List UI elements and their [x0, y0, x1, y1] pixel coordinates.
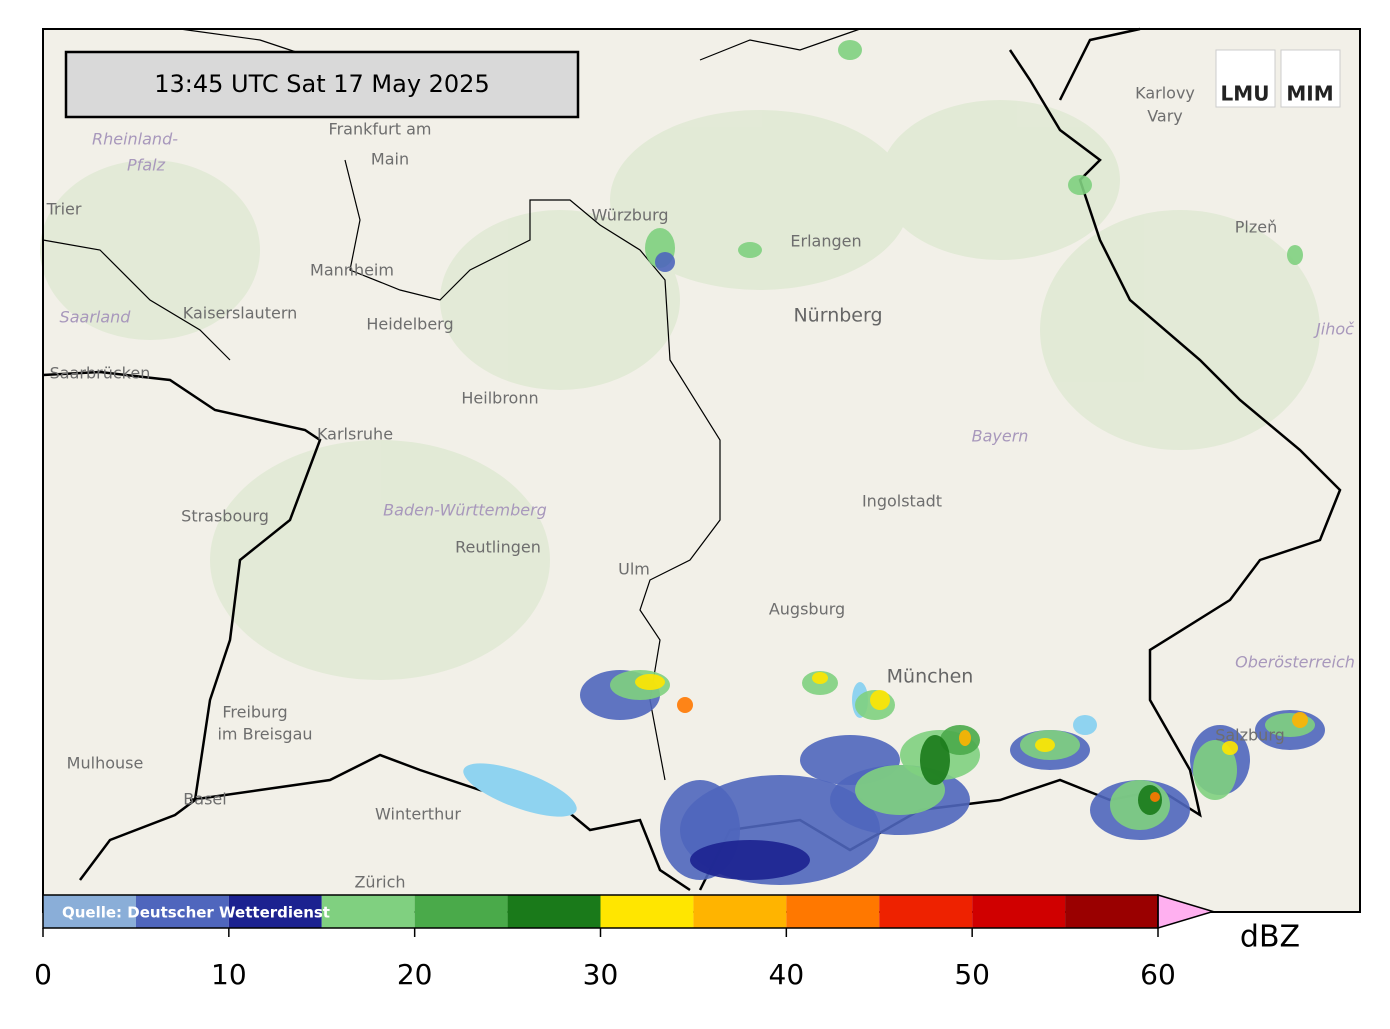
place-label: Heidelberg — [366, 315, 453, 334]
radar-echo — [690, 840, 810, 880]
place-label: Ulm — [618, 560, 650, 579]
radar-echoes — [580, 40, 1325, 885]
colorbar-segment — [228, 895, 322, 928]
tick-label: 20 — [397, 958, 433, 991]
place-label: Frankfurt am — [329, 120, 432, 139]
radar-echo — [1035, 738, 1055, 752]
place-label: Vary — [1147, 107, 1183, 126]
place-label: Rheinland- — [92, 130, 178, 149]
logo-box — [1280, 49, 1341, 108]
place-label: München — [887, 666, 974, 688]
colorbar-segment — [43, 895, 136, 928]
logo: MIM — [1286, 82, 1333, 106]
tick-label: 40 — [769, 958, 805, 991]
radar-echo — [1150, 792, 1160, 802]
place-label: Jihoč — [1313, 320, 1355, 339]
radar-echo — [855, 765, 945, 815]
place-label: Heilbronn — [461, 389, 538, 408]
place-label: Mannheim — [310, 261, 394, 280]
radar-echo — [738, 242, 762, 258]
tick-label: 60 — [1140, 958, 1176, 991]
colorbar-segment — [507, 895, 601, 928]
timestamp-box — [64, 50, 580, 119]
radar-echo — [1222, 741, 1238, 755]
place-label: Würzburg — [591, 206, 668, 225]
radar-echo — [838, 40, 862, 60]
tick-label: 10 — [211, 958, 247, 991]
place-label: Ingolstadt — [862, 492, 942, 511]
place-label: Freiburg — [222, 703, 287, 722]
place-label: Augsburg — [769, 600, 845, 619]
colorbar-segment — [414, 895, 508, 928]
radar-echo — [812, 672, 828, 684]
place-label: Main — [371, 150, 409, 169]
place-label: Oberösterreich — [1235, 653, 1355, 672]
place-label: Salzburg — [1215, 726, 1285, 745]
place-label: Mulhouse — [67, 754, 144, 773]
colorbar-segment — [972, 895, 1066, 928]
place-label: Kaiserslautern — [183, 304, 298, 323]
place-labels: Frankfurt am Main Rheinland- Pfalz Trier Würz… — [46, 84, 1356, 892]
place-label: Bayern — [972, 427, 1029, 446]
colorbar-segment — [786, 895, 880, 928]
source-label: Quelle: Deutscher Wetterdienst — [62, 904, 330, 922]
logo: LMU — [1221, 82, 1270, 106]
radar-echo — [920, 735, 950, 785]
place-label: Pfalz — [127, 156, 166, 175]
colorbar: Quelle: Deutscher Wetterdienst 0 10 20 30 40 5… — [34, 893, 1300, 991]
place-label: Basel — [183, 790, 226, 809]
radar-echo — [1193, 740, 1237, 800]
place-label: im Breisgau — [217, 725, 312, 744]
radar-echo — [655, 252, 675, 272]
radar-echo — [870, 690, 890, 710]
place-label: Plzeň — [1235, 218, 1277, 237]
tick-label: 50 — [954, 958, 990, 991]
place-label: Nürnberg — [793, 305, 882, 327]
place-label: Saarbrücken — [50, 364, 151, 383]
place-label: Strasbourg — [181, 507, 269, 526]
place-label: Trier — [46, 200, 82, 219]
colorbar-segment — [1065, 895, 1158, 928]
colorbar-segment — [600, 895, 694, 928]
place-label: Karlovy — [1135, 84, 1195, 103]
radar-echo — [1287, 245, 1303, 265]
colorbar-segment — [321, 895, 415, 928]
place-label: Zürich — [354, 873, 405, 892]
logo-box — [1215, 49, 1276, 108]
timestamp: 13:45 UTC Sat 17 May 2025 — [154, 70, 489, 98]
radar-echo — [1292, 712, 1308, 728]
place-label: Erlangen — [790, 232, 861, 251]
place-label: Saarland — [60, 308, 132, 327]
colorbar-segment — [693, 895, 787, 928]
radar-echo — [677, 697, 693, 713]
place-label: Winterthur — [375, 805, 461, 824]
radar-echo — [1068, 175, 1092, 195]
colorbar-segment — [879, 895, 973, 928]
place-label: Karlsruhe — [317, 425, 393, 444]
tick-label: 30 — [583, 958, 619, 991]
tick-label: 0 — [34, 958, 52, 991]
colorbar-segment — [135, 895, 229, 928]
place-label: Reutlingen — [455, 538, 541, 557]
unit-label: dBZ — [1240, 920, 1300, 955]
place-label: Baden-Württemberg — [383, 501, 547, 520]
radar-echo — [959, 730, 971, 746]
radar-echo — [635, 674, 665, 690]
